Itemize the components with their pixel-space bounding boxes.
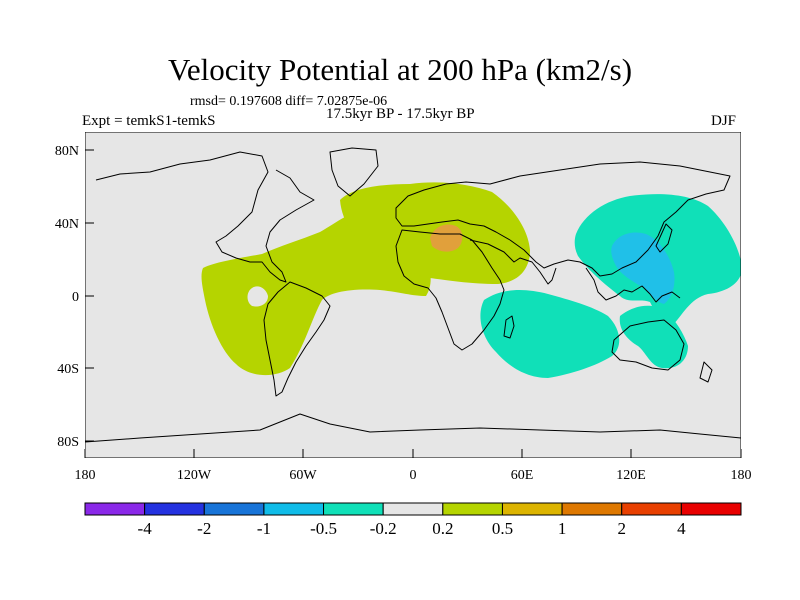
colorbar-label: -0.5 [310,519,337,538]
coastline-north-america [95,151,315,283]
colorbar-swatch [680,502,742,516]
colorbar-swatch [561,502,623,516]
colorbar-swatch [323,502,384,516]
colorbar-swatch [442,502,503,516]
lat-label-40n: 40N [55,217,79,232]
positive-anomaly-strong-mediterranean [430,224,463,252]
colorbar-label: 4 [677,519,686,538]
coastline-africa [395,229,505,351]
coastline-arabia-india [469,239,557,285]
colorbar-label: -0.2 [369,519,397,538]
lon-label-180w: 180 [75,468,96,483]
season-label: DJF [711,113,737,129]
negative-anomaly-indian-ocean [480,290,620,378]
lon-label-60w: 60W [289,468,317,483]
lat-label-80n: 80N [55,144,79,159]
map-axis-ticks [84,149,742,458]
lon-label-120e: 120E [616,468,646,483]
stats-label: rmsd= 0.197608 diff= 7.02875e-06 [190,94,388,109]
period-label: 17.5kyr BP - 17.5kyr BP [326,106,475,122]
lon-label-120w: 120W [177,468,212,483]
coastline-australia [611,319,685,371]
colorbar-swatch [263,502,325,516]
colorbar-label: 2 [617,519,626,538]
coastline-antarctica [85,413,741,443]
coastline-greenland [329,147,379,197]
colorbar-label: 0.5 [491,519,514,538]
lon-label-0: 0 [410,468,417,483]
colorbar-label: 1 [557,519,567,538]
colorbar-label: -2 [197,519,212,538]
negative-anomaly-australia [619,305,688,369]
coastline-madagascar [503,315,515,339]
lat-label-0: 0 [72,290,79,305]
lon-label-180e: 180 [731,468,752,483]
lat-label-40s: 40S [57,362,79,377]
map-title: Velocity Potential at 200 hPa (km2/s) [167,52,633,87]
colorbar-label: 0.2 [432,519,454,538]
colorbar-label: -1 [256,519,271,538]
coastline-japan [655,223,673,253]
colorbar-swatch [144,502,205,516]
colorbar-label: -4 [137,519,152,538]
colorbar-swatch [382,502,444,516]
coastline-europe-asia [395,161,731,277]
colorbar-swatch [621,502,682,516]
colorbar [84,502,742,516]
coastline-southeast-asia [585,267,681,303]
lat-label-80s: 80S [57,435,79,450]
lon-label-60e: 60E [511,468,534,483]
coastline-new-zealand [699,361,713,383]
colorbar-swatch [501,502,563,516]
map-plot-area [85,132,741,458]
colorbar-swatch [84,502,146,516]
experiment-label: Expt = temkS1-temkS [82,113,216,129]
coastline-south-america [263,281,331,397]
coastlines [85,147,741,443]
colorbar-swatch [203,502,265,516]
